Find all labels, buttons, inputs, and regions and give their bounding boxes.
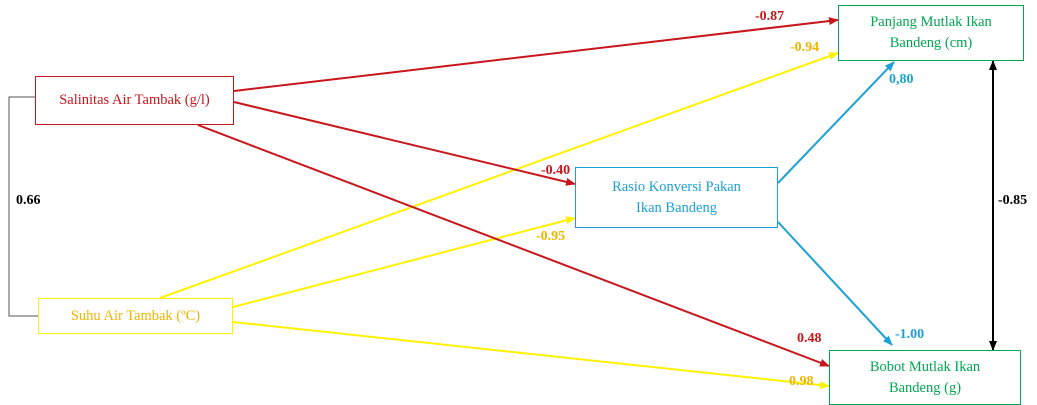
coef-salinitas-rasio: -0.40 (541, 163, 571, 178)
node-panjang: Panjang Mutlak Ikan Bandeng (cm) (838, 5, 1024, 61)
node-panjang-label: Panjang Mutlak Ikan Bandeng (cm) (870, 14, 992, 51)
coef-salinitas-bobot: 0.48 (797, 331, 822, 346)
node-rasio-label: Rasio Konversi Pakan Ikan Bandeng (612, 178, 741, 216)
edge-rasio-bobot (777, 221, 893, 346)
edge-salinitas-rasio (233, 101, 576, 186)
coef-rasio-bobot: -1.00 (895, 327, 925, 342)
node-salinitas: Salinitas Air Tambak (g/l) (35, 76, 234, 125)
edge-suhu-rasio (232, 216, 576, 308)
node-bobot-label: Bobot Mutlak Ikan Bandeng (g) (869, 358, 981, 396)
coef-panjang-bobot: -0.85 (998, 193, 1028, 208)
coef-suhu-panjang: -0.94 (790, 40, 820, 55)
node-bobot: Bobot Mutlak Ikan Bandeng (g) (829, 350, 1021, 405)
node-suhu-label: Suhu Air Tambak (ºC) (70, 307, 201, 324)
edge-salinitas-bobot (197, 124, 830, 367)
edge-suhu-panjang (159, 52, 839, 299)
edge-rasio-panjang (777, 61, 895, 184)
node-rasio: Rasio Konversi Pakan Ikan Bandeng (575, 167, 778, 228)
edge-salinitas-suhu (8, 96, 38, 317)
coef-salinitas-suhu: 0.66 (16, 193, 41, 208)
node-suhu: Suhu Air Tambak (ºC) (38, 298, 233, 334)
coef-suhu-bobot: 0.98 (789, 374, 814, 389)
coef-salinitas-panjang: -0.87 (755, 9, 785, 24)
coef-suhu-rasio: -0.95 (536, 229, 566, 244)
coef-rasio-panjang: 0,80 (889, 72, 914, 87)
node-salinitas-label: Salinitas Air Tambak (g/l) (59, 92, 210, 108)
edge-suhu-bobot (232, 321, 830, 390)
edge-salinitas-panjang (233, 17, 839, 92)
